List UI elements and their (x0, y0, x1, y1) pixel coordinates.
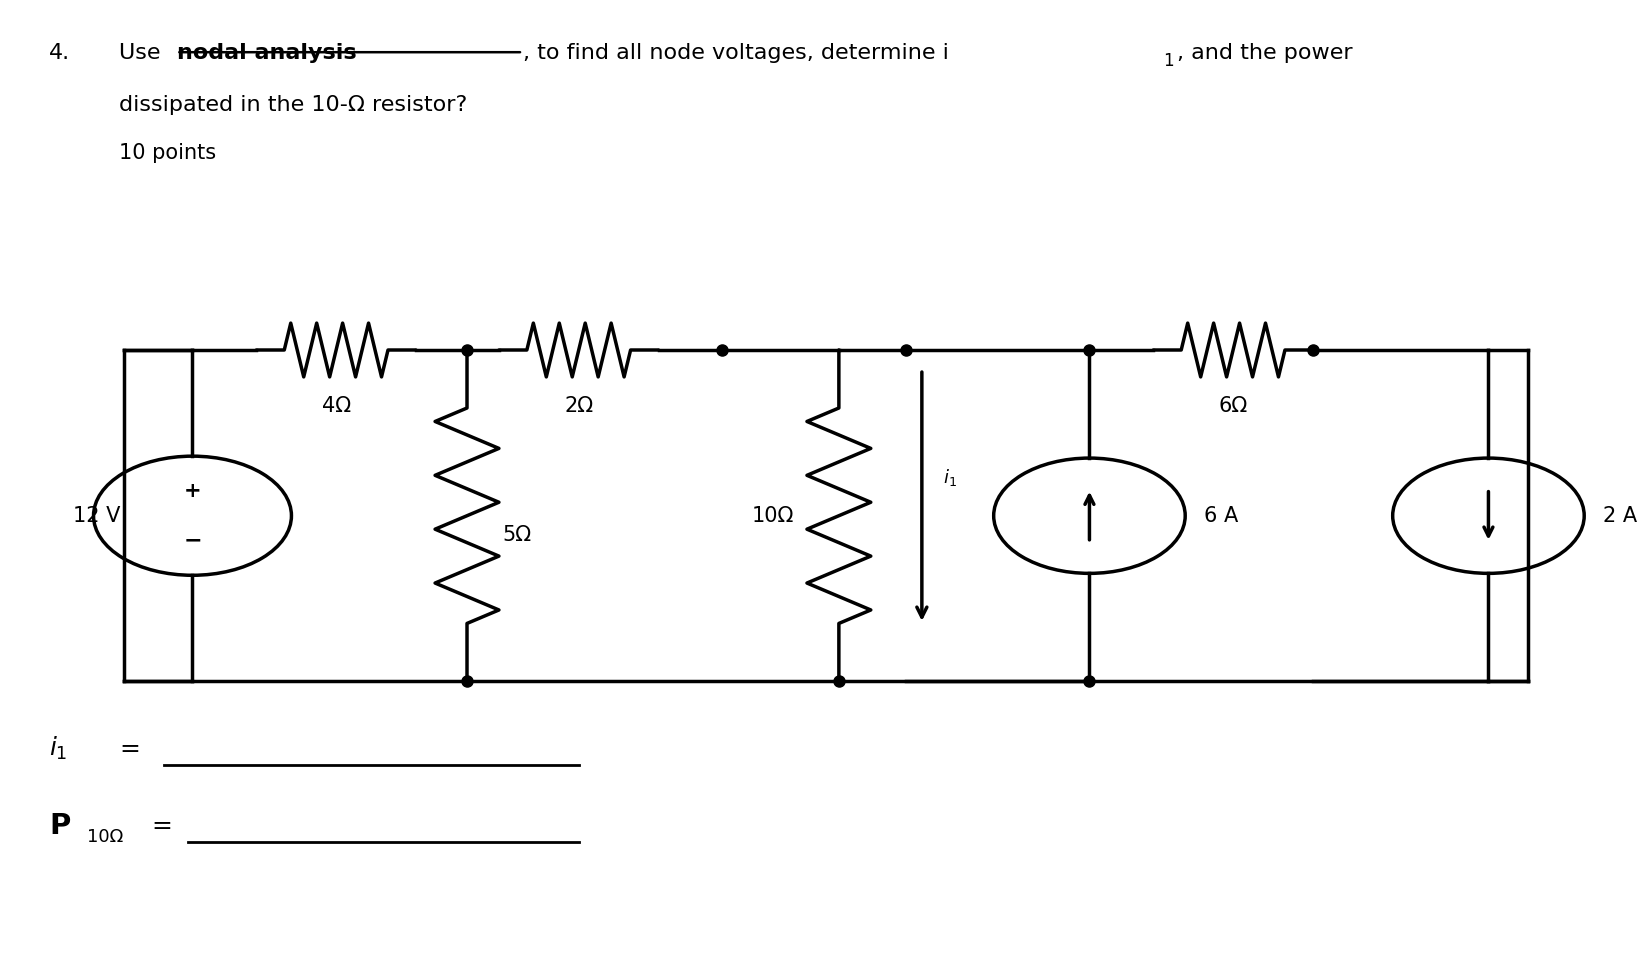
Text: 6Ω: 6Ω (1219, 396, 1247, 416)
Text: 4Ω: 4Ω (322, 396, 351, 416)
Text: 10 points: 10 points (120, 143, 217, 164)
Text: Use: Use (120, 43, 167, 63)
Text: 2 A: 2 A (1603, 506, 1638, 526)
Text: $i_1$: $i_1$ (49, 735, 67, 763)
Text: 1: 1 (1163, 52, 1173, 70)
Text: nodal analysis: nodal analysis (177, 43, 356, 63)
Text: $\mathbf{P}$: $\mathbf{P}$ (49, 811, 71, 839)
Text: +: + (184, 481, 202, 501)
Text: 10Ω: 10Ω (752, 506, 794, 526)
Text: =: = (120, 736, 139, 761)
Text: $i_1$: $i_1$ (942, 467, 957, 487)
Text: −: − (184, 531, 202, 550)
Text: 4.: 4. (49, 43, 71, 63)
Text: 5Ω: 5Ω (502, 525, 532, 545)
Text: , and the power: , and the power (1177, 43, 1352, 63)
Text: dissipated in the 10-Ω resistor?: dissipated in the 10-Ω resistor? (120, 95, 468, 115)
Text: , to find all node voltages, determine i: , to find all node voltages, determine i (523, 43, 948, 63)
Text: =: = (151, 814, 172, 837)
Text: 2Ω: 2Ω (565, 396, 594, 416)
Text: 12 V: 12 V (74, 506, 121, 526)
Text: 10Ω: 10Ω (87, 828, 123, 846)
Text: 6 A: 6 A (1204, 506, 1239, 526)
